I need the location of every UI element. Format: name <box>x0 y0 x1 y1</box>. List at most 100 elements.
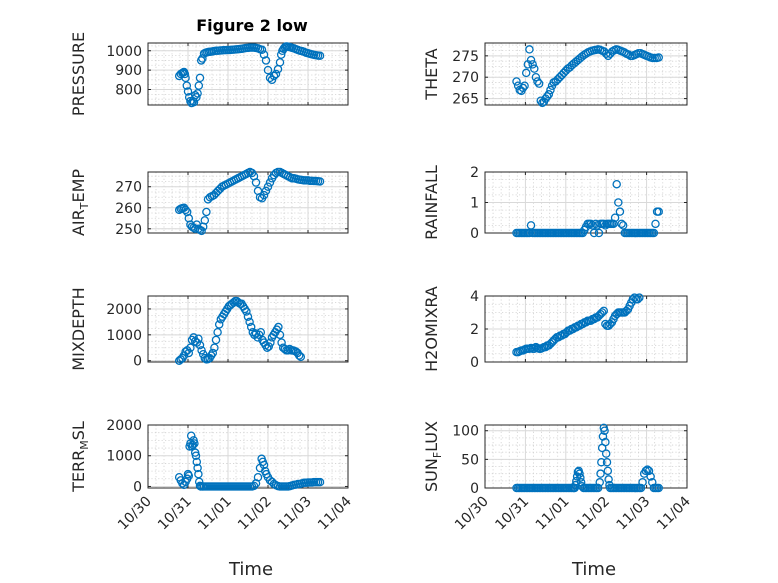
y-tick-label: 2000 <box>106 418 142 434</box>
y-axis-label: H2OMIXRA <box>422 286 441 372</box>
data-point <box>197 346 206 355</box>
data-point <box>263 65 273 75</box>
subplot-8: 0 50 100 SUNFLUX 10/30 10/31 11/01 11/02 11/03 11… <box>422 421 694 533</box>
data-point <box>191 451 201 460</box>
data-point <box>649 228 659 238</box>
data-point <box>542 92 552 101</box>
data-point <box>512 77 521 86</box>
data-point <box>315 51 325 61</box>
data-point <box>211 335 221 345</box>
data-point <box>530 64 539 73</box>
subplot-1: 800 900 1000 PRESSURE <box>69 32 349 116</box>
data-point <box>654 53 663 62</box>
data-point <box>188 440 198 450</box>
data-point <box>283 346 293 355</box>
y-tick-label: 1000 <box>106 328 142 344</box>
subplot-6: 0 2 4 H2OMIXRA <box>422 286 688 372</box>
data-point <box>604 475 613 484</box>
x-tick-label: 11/01 <box>195 494 235 534</box>
data-point <box>195 340 205 350</box>
data-point <box>186 96 195 106</box>
data-point <box>194 81 204 90</box>
y-tick-label: 900 <box>115 63 142 79</box>
y-tick-label: 0 <box>470 355 479 371</box>
y-tick-label: 0 <box>470 481 479 497</box>
y-axis-label: RAINFALL <box>422 165 441 240</box>
data-point <box>184 471 194 480</box>
data-point <box>249 481 259 491</box>
y-tick-label: 50 <box>461 452 479 468</box>
x-tick-label: 10/30 <box>452 494 492 534</box>
data-point <box>530 344 539 354</box>
series-markers <box>512 45 663 108</box>
y-tick-label: 800 <box>115 83 142 99</box>
data-point <box>296 352 306 362</box>
data-point <box>526 55 536 65</box>
data-point <box>589 228 599 238</box>
y-tick-label: 1000 <box>106 44 142 60</box>
y-axis-label: TERRMSL <box>69 421 91 493</box>
data-point <box>599 306 609 316</box>
data-point <box>633 295 642 304</box>
axes-background <box>147 424 349 489</box>
data-point <box>251 178 261 187</box>
data-point <box>596 469 605 478</box>
y-tick-label: 2 <box>470 322 479 338</box>
data-point <box>184 348 194 358</box>
series-markers <box>512 293 644 357</box>
y-tick-label: 270 <box>452 70 479 86</box>
data-point <box>261 186 271 196</box>
data-point <box>256 327 266 337</box>
data-point <box>200 216 210 225</box>
x-tick-label: 11/02 <box>235 494 275 534</box>
y-axis-label: THETA <box>422 48 441 100</box>
data-point <box>246 322 256 332</box>
data-point <box>182 81 192 90</box>
series-markers <box>512 423 663 493</box>
y-tick-label: 2 <box>470 165 479 181</box>
data-point <box>192 93 201 102</box>
x-axis-label-right: Time <box>571 559 616 580</box>
x-tick-label: 10/31 <box>492 494 532 534</box>
data-point <box>214 320 224 329</box>
data-point <box>192 457 202 467</box>
data-point <box>518 83 528 93</box>
axes-frame <box>147 42 349 106</box>
data-point <box>593 483 603 493</box>
data-point <box>614 198 623 207</box>
data-point <box>525 228 534 238</box>
data-point <box>259 50 269 59</box>
data-point <box>264 342 274 351</box>
data-point <box>528 60 537 69</box>
axes-frame <box>147 424 349 489</box>
data-point <box>526 221 536 230</box>
data-point <box>576 473 585 482</box>
subplot-3: 250 260 270 AIRTEMP <box>69 167 349 238</box>
data-point <box>641 466 651 476</box>
data-point <box>533 77 542 86</box>
data-point <box>654 483 663 493</box>
data-point <box>190 439 199 448</box>
y-tick-label: 4 <box>470 289 479 305</box>
subplot-4: 0 1 2 RAINFALL <box>422 165 688 242</box>
x-tick-label: 11/02 <box>573 494 613 534</box>
data-point <box>638 478 647 487</box>
data-point <box>183 87 193 96</box>
series-markers <box>174 431 325 491</box>
data-point <box>265 178 275 187</box>
data-point <box>601 449 611 458</box>
x-tick-label: 10/30 <box>115 494 155 534</box>
y-tick-label: 0 <box>133 354 142 370</box>
data-point <box>263 182 273 191</box>
data-point <box>602 457 612 467</box>
y-tick-label: 265 <box>452 92 479 108</box>
data-point <box>597 457 606 467</box>
series-markers <box>174 296 306 365</box>
data-point <box>242 307 251 316</box>
data-point <box>186 431 196 441</box>
data-point <box>636 483 646 493</box>
x-tick-label: 10/31 <box>155 494 195 534</box>
data-point <box>617 219 626 229</box>
x-tick-label: 11/01 <box>533 494 573 534</box>
